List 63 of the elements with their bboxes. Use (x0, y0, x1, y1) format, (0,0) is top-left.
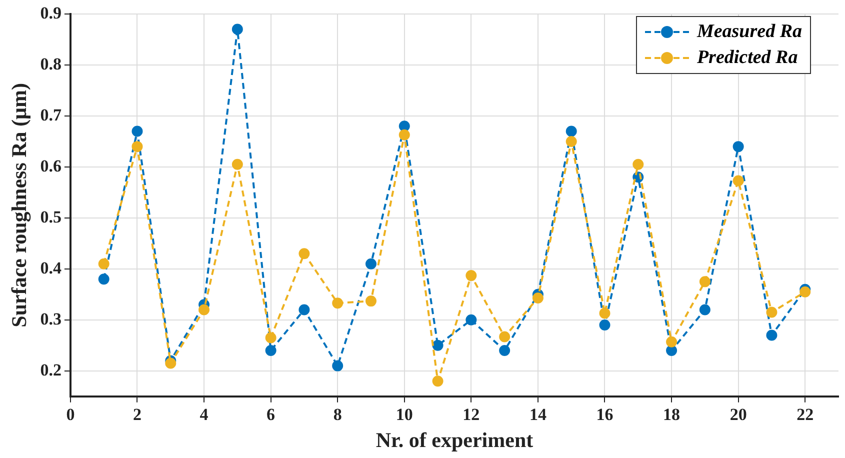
point (566, 136, 577, 147)
point (699, 276, 710, 288)
y-tick-label: 0.9 (40, 3, 62, 22)
y-tick-label: 0.2 (40, 360, 62, 380)
point (432, 340, 444, 351)
x-tick-label: 16 (596, 404, 614, 424)
point (666, 336, 678, 348)
point (766, 330, 778, 341)
point (198, 304, 210, 316)
point (132, 126, 143, 137)
x-tick-label: 12 (462, 404, 480, 424)
point (232, 24, 243, 35)
x-tick-label: 14 (529, 404, 547, 424)
point (499, 331, 510, 342)
y-tick-label: 0.3 (40, 309, 62, 328)
point (466, 270, 477, 282)
y-tick-label: 0.4 (40, 258, 62, 278)
point (432, 376, 444, 387)
x-tick-label: 6 (266, 404, 276, 424)
x-tick-label: 2 (132, 404, 142, 424)
y-tick-label: 0.7 (40, 105, 62, 124)
point (98, 258, 110, 270)
point (599, 308, 610, 319)
x-tick-label: 0 (66, 404, 75, 424)
x-tick-label: 8 (333, 404, 342, 424)
x-tick-label: 18 (663, 404, 680, 424)
x-axis-title: Nr. of experiment (376, 428, 534, 452)
point (699, 304, 710, 316)
point (466, 314, 477, 326)
point (132, 141, 143, 152)
point (365, 258, 376, 270)
legend-label: Measured Ra (696, 21, 802, 43)
x-tick-label: 10 (396, 404, 413, 424)
x-tick-label: 22 (796, 404, 814, 424)
point (332, 298, 344, 309)
point (298, 248, 310, 260)
point (632, 158, 644, 170)
point (265, 332, 276, 344)
point (566, 126, 577, 137)
y-axis-title: Surface roughness Ra (μm) (7, 83, 32, 328)
point (365, 296, 376, 307)
point (732, 175, 744, 186)
point (265, 345, 276, 356)
y-tick-label: 0.6 (40, 156, 62, 176)
point (666, 345, 678, 356)
point (599, 320, 610, 331)
x-tick-label: 20 (730, 404, 747, 424)
point (766, 306, 778, 318)
point (800, 286, 811, 298)
point (332, 360, 344, 372)
point (98, 274, 110, 285)
point (232, 158, 243, 170)
legend-label: Predicted Ra (696, 47, 798, 69)
x-tick-label: 4 (200, 404, 209, 424)
point (499, 345, 510, 356)
point (732, 141, 744, 152)
point (298, 304, 310, 316)
point (398, 120, 410, 132)
y-tick-label: 0.8 (40, 54, 62, 74)
point (398, 129, 410, 140)
point (532, 292, 544, 304)
y-tick-label: 0.5 (40, 207, 62, 226)
point (165, 358, 176, 369)
